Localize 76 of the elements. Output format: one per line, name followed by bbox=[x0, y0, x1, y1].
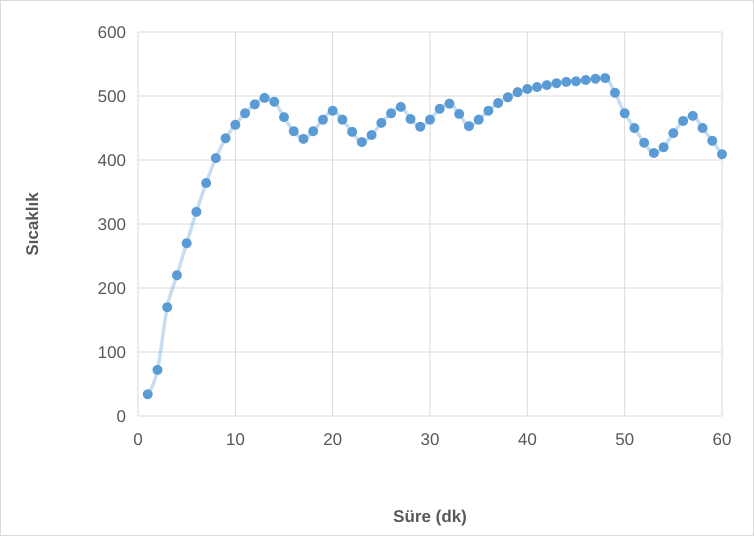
x-tick-label: 60 bbox=[712, 430, 732, 449]
point bbox=[288, 126, 299, 136]
point bbox=[191, 206, 202, 217]
point bbox=[639, 138, 650, 148]
point bbox=[668, 128, 678, 138]
point bbox=[678, 116, 688, 126]
x-tick-label: 0 bbox=[133, 430, 143, 449]
point bbox=[298, 134, 308, 144]
point bbox=[610, 88, 620, 98]
point bbox=[152, 364, 162, 375]
point bbox=[698, 123, 708, 133]
x-tick-label: 40 bbox=[518, 430, 537, 449]
y-tick-label: 500 bbox=[98, 86, 126, 106]
point bbox=[220, 133, 231, 144]
point bbox=[464, 121, 474, 132]
point bbox=[366, 130, 377, 140]
point bbox=[454, 108, 464, 119]
point bbox=[356, 137, 367, 148]
point bbox=[386, 108, 396, 118]
y-tick-label: 300 bbox=[98, 214, 126, 234]
point bbox=[162, 302, 172, 312]
point bbox=[269, 96, 280, 107]
x-axis-title: Süre (dk) bbox=[393, 507, 467, 526]
point bbox=[688, 110, 698, 121]
point bbox=[182, 238, 192, 248]
point bbox=[522, 84, 532, 94]
point bbox=[474, 114, 484, 125]
y-tick-label: 200 bbox=[98, 278, 126, 298]
point bbox=[201, 178, 212, 188]
point bbox=[629, 123, 640, 133]
point bbox=[434, 104, 445, 114]
point bbox=[142, 389, 153, 400]
point bbox=[600, 73, 610, 84]
point bbox=[648, 148, 659, 158]
point bbox=[561, 76, 572, 87]
point bbox=[483, 106, 494, 116]
point bbox=[620, 108, 630, 118]
point bbox=[337, 114, 348, 125]
point bbox=[707, 136, 718, 146]
point bbox=[415, 122, 426, 132]
point bbox=[210, 153, 221, 164]
y-tick-label: 400 bbox=[98, 150, 126, 170]
point bbox=[376, 118, 386, 128]
point bbox=[347, 126, 358, 137]
point bbox=[493, 98, 504, 108]
point bbox=[512, 87, 523, 98]
point bbox=[260, 92, 270, 103]
point bbox=[444, 98, 454, 109]
point bbox=[552, 78, 562, 88]
y-axis-title: Sıcaklık bbox=[23, 192, 42, 256]
point bbox=[230, 120, 240, 130]
point bbox=[328, 106, 338, 116]
point bbox=[308, 126, 318, 136]
point bbox=[571, 76, 581, 86]
point bbox=[658, 142, 669, 152]
x-tick-label: 10 bbox=[226, 430, 245, 449]
point bbox=[250, 99, 260, 110]
point bbox=[580, 75, 591, 85]
point bbox=[502, 92, 513, 102]
y-tick-label: 100 bbox=[98, 342, 126, 362]
point bbox=[279, 112, 289, 122]
point bbox=[172, 270, 182, 280]
point bbox=[425, 114, 435, 125]
x-tick-label: 30 bbox=[420, 430, 440, 449]
y-tick-label: 0 bbox=[116, 406, 126, 426]
y-tick-label: 600 bbox=[98, 22, 126, 42]
point bbox=[406, 114, 416, 124]
point bbox=[240, 108, 250, 118]
point bbox=[396, 102, 406, 112]
point bbox=[318, 114, 328, 125]
x-tick-label: 50 bbox=[615, 430, 634, 449]
point bbox=[717, 149, 727, 160]
x-tick-label: 20 bbox=[323, 430, 342, 449]
point bbox=[590, 74, 600, 84]
point bbox=[532, 82, 542, 92]
point bbox=[542, 80, 552, 90]
